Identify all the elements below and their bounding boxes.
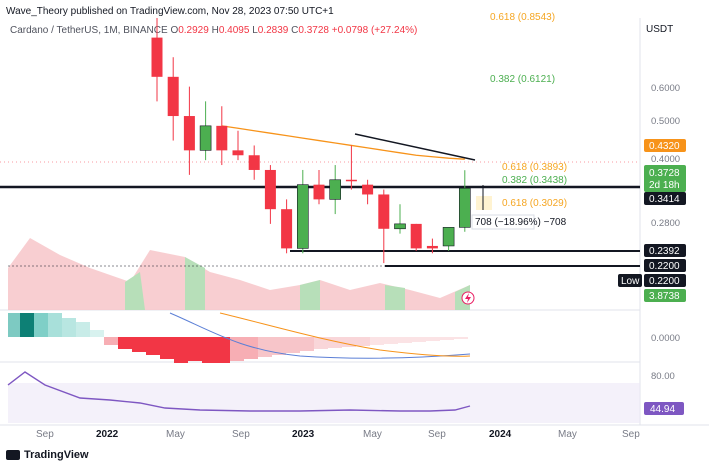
- change-value: +0.0798 (+27.24%): [331, 25, 418, 36]
- fib-label: 0.618 (0.3029): [502, 198, 567, 209]
- candle[interactable]: [232, 150, 244, 156]
- y-tick: 0.0000: [651, 333, 680, 344]
- low-value: 0.2839: [257, 25, 289, 36]
- candle[interactable]: [394, 223, 406, 230]
- svg-text:44.94: 44.94: [650, 404, 675, 415]
- x-tick: 2022: [96, 429, 119, 440]
- measure-label: 708 (−18.96%) −708: [475, 217, 567, 228]
- candle[interactable]: [458, 187, 471, 228]
- trendline[interactable]: [354, 133, 476, 161]
- candle[interactable]: [248, 155, 260, 170]
- x-tick: Sep: [36, 429, 54, 440]
- price-tag: 0.4320: [644, 139, 686, 152]
- rsi-value-tag: 44.94: [644, 402, 684, 415]
- ma-path: [221, 125, 465, 160]
- candle[interactable]: [329, 179, 342, 200]
- candle[interactable]: [296, 184, 309, 249]
- x-tick: May: [166, 429, 185, 440]
- svg-text:0.4320: 0.4320: [649, 141, 680, 152]
- y-tick: 0.6000: [651, 83, 680, 94]
- y-tick: 0.2800: [651, 218, 680, 229]
- measure-box: [471, 214, 535, 230]
- rsi-band: [8, 383, 640, 423]
- svg-text:Low: Low: [621, 276, 640, 287]
- candle[interactable]: [378, 194, 390, 229]
- fib-label: 0.382 (0.3438): [502, 175, 567, 186]
- candle[interactable]: [362, 184, 374, 195]
- price-tag: 0.2392: [644, 244, 686, 257]
- rsi-line: [7, 371, 471, 412]
- y-tick: 0.5000: [651, 116, 680, 127]
- price-tag: 0.2200: [644, 259, 686, 272]
- candle[interactable]: [345, 179, 357, 182]
- svg-text:0.3728: 0.3728: [649, 168, 680, 179]
- x-tick: Sep: [428, 429, 446, 440]
- macd-pane: [8, 312, 471, 363]
- x-tick: May: [363, 429, 382, 440]
- fib-zone: [476, 196, 492, 210]
- low-label: L: [252, 25, 258, 36]
- open-value: 0.2929: [178, 25, 209, 36]
- currency-label[interactable]: USDT: [646, 24, 674, 35]
- price-tag: 0.3728 2d 18h: [644, 165, 686, 192]
- x-tick: 2024: [489, 429, 512, 440]
- high-value: 0.4095: [218, 25, 250, 36]
- svg-text:3.8738: 3.8738: [649, 291, 680, 302]
- high-label: H: [211, 25, 219, 36]
- symbol-name: Cardano / TetherUS, 1M, BINANCE: [10, 25, 168, 36]
- fib-label: 0.618 (0.3893): [502, 162, 567, 173]
- candle[interactable]: [151, 37, 163, 77]
- candle[interactable]: [264, 169, 276, 210]
- x-tick: Sep: [232, 429, 250, 440]
- x-tick: May: [558, 429, 577, 440]
- open-label: O: [170, 25, 179, 36]
- price-tag: 0.3414: [644, 192, 686, 205]
- volume-area: [8, 238, 470, 310]
- candle[interactable]: [183, 116, 195, 151]
- low-tag: Low: [618, 274, 642, 287]
- tradingview-logo-text: TradingView: [24, 449, 89, 461]
- candle[interactable]: [442, 227, 455, 247]
- candles-group: [151, 18, 471, 264]
- symbol-legend: Cardano / TetherUS, 1M, BINANCE O0.2929 …: [10, 25, 417, 36]
- candle[interactable]: [281, 209, 293, 249]
- close-label: C: [291, 25, 299, 36]
- price-tag: 3.8738: [644, 289, 686, 302]
- svg-text:0.2392: 0.2392: [649, 246, 680, 257]
- candle[interactable]: [199, 125, 212, 151]
- candle[interactable]: [216, 125, 228, 151]
- publish-header: Wave_Theory published on TradingView.com…: [6, 6, 334, 17]
- svg-text:0.2200: 0.2200: [649, 261, 680, 272]
- fib-label: 0.382 (0.6121): [490, 74, 555, 85]
- svg-text:2d 18h: 2d 18h: [649, 180, 680, 191]
- candle[interactable]: [426, 245, 438, 249]
- x-tick: 2023: [292, 429, 315, 440]
- y-tick: 80.00: [651, 371, 675, 382]
- svg-text:0.3414: 0.3414: [649, 194, 680, 205]
- candle[interactable]: [410, 223, 422, 249]
- lightning-icon[interactable]: [461, 291, 475, 305]
- close-value: 0.3728: [298, 25, 329, 36]
- y-tick: 0.4000: [651, 154, 680, 165]
- moving-average-line: [221, 125, 465, 160]
- price-tag: 0.2200: [644, 274, 686, 287]
- x-tick: Sep: [622, 429, 640, 440]
- tradingview-logo[interactable]: TradingView: [6, 449, 89, 461]
- svg-text:0.2200: 0.2200: [649, 276, 680, 287]
- candle[interactable]: [167, 76, 179, 117]
- fib-label: 0.618 (0.8543): [490, 12, 555, 23]
- candle[interactable]: [313, 184, 325, 200]
- tradingview-logo-icon: [6, 450, 20, 460]
